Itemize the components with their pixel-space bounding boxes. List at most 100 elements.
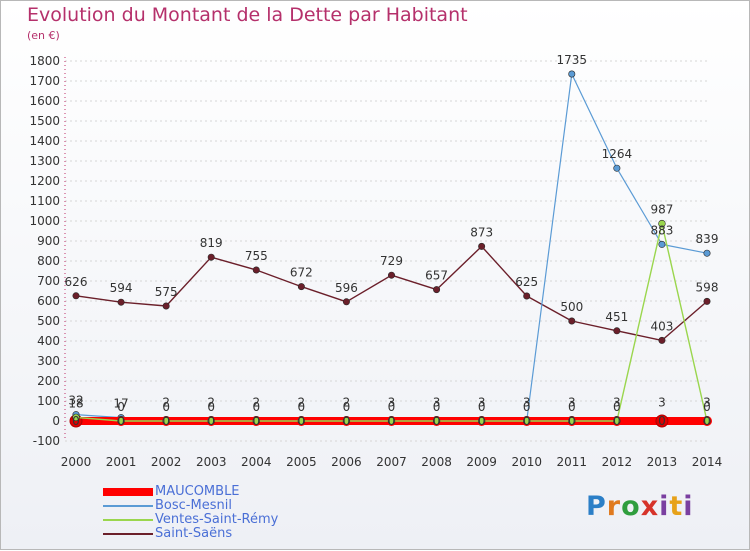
bosc-mesnil-value-label: 1735 (557, 53, 588, 67)
y-tick-label: 100 (37, 394, 60, 408)
bosc-mesnil-point (658, 240, 666, 248)
maucomble-value-label: 0 (252, 414, 260, 428)
saint-saens-point (523, 292, 531, 300)
saint-saens-value-label: 729 (380, 254, 403, 268)
ventes-saint-remy-value-label: 0 (343, 400, 351, 414)
series-value-label: 2 (298, 396, 306, 410)
legend-label-ventes-saint-remy: Ventes-Saint-Rémy (155, 512, 279, 527)
maucomble-value-label: 0 (478, 414, 486, 428)
ventes-saint-remy-point (387, 417, 396, 425)
ventes-saint-remy-point (477, 417, 486, 425)
ventes-saint-remy-value-label: 0 (433, 400, 441, 414)
saint-saens-point (297, 283, 305, 291)
y-tick-label: 1500 (29, 114, 60, 128)
legend-label-maucomble: MAUCOMBLE (155, 484, 240, 499)
ventes-saint-remy-value-label: 0 (568, 400, 576, 414)
ventes-saint-remy-value-label: 0 (478, 400, 486, 414)
bosc-mesnil-value-label: 32 (68, 394, 83, 408)
saint-saens-value-label: 403 (650, 319, 673, 333)
maucomble-value-label: 0 (162, 414, 170, 428)
y-tick-label: 1100 (29, 194, 60, 208)
bosc-mesnil-value-label: 1264 (602, 147, 633, 161)
series-value-label: 3 (388, 395, 396, 409)
ventes-saint-remy-value-label: 0 (523, 400, 531, 414)
y-tick-label: 700 (37, 274, 60, 288)
x-tick-label: 2000 (61, 455, 92, 469)
saint-saens-point (433, 286, 441, 294)
saint-saens-value-label: 575 (155, 285, 178, 299)
proxiti-logo: Proxiti (586, 491, 694, 522)
bosc-mesnil-value-label: 839 (696, 232, 719, 246)
saint-saens-point (703, 297, 711, 305)
saint-saens-value-label: 755 (245, 249, 268, 263)
saint-saens-point (658, 336, 666, 344)
maucomble-value-label: 0 (72, 414, 80, 428)
chart-subtitle: (en €) (27, 29, 60, 42)
x-tick-label: 2014 (692, 455, 723, 469)
saint-saens-point (478, 242, 486, 250)
legend-swatch-saint-saens (103, 533, 153, 535)
legend-swatch-maucomble (103, 488, 153, 496)
maucomble-value-label: 0 (117, 414, 125, 428)
ventes-saint-remy-value-label: 0 (703, 400, 711, 414)
series-value-label: 3 (478, 395, 486, 409)
x-tick-label: 2006 (331, 455, 362, 469)
y-tick-label: 500 (37, 314, 60, 328)
series-value-label: 2 (252, 396, 260, 410)
saint-saens-value-label: 598 (696, 280, 719, 294)
series-value-label: 3 (568, 395, 576, 409)
y-tick-label: 0 (52, 414, 60, 428)
ventes-saint-remy-point (297, 417, 306, 425)
saint-saens-point (387, 271, 395, 279)
ventes-saint-remy-value-label: 987 (650, 203, 673, 217)
bosc-mesnil-value-label: 883 (650, 223, 673, 237)
saint-saens-value-label: 657 (425, 269, 448, 283)
maucomble-value-label: 0 (658, 414, 666, 428)
ventes-saint-remy-value-label: 0 (117, 400, 125, 414)
maucomble-value-label: 0 (388, 414, 396, 428)
saint-saens-point (342, 298, 350, 306)
ventes-saint-remy-value-label: 0 (298, 400, 306, 414)
ventes-saint-remy-point (252, 417, 260, 425)
ventes-saint-remy-value-label: 0 (162, 400, 170, 414)
saint-saens-value-label: 819 (200, 236, 223, 250)
saint-saens-point (162, 302, 170, 310)
maucomble-value-label: 0 (343, 414, 351, 428)
saint-saens-value-label: 594 (110, 281, 133, 295)
ventes-saint-remy-point (72, 413, 80, 422)
y-tick-label: 1800 (29, 54, 60, 68)
y-tick-label: 900 (37, 234, 60, 248)
saint-saens-point (568, 317, 576, 325)
legend-label-bosc-mesnil: Bosc-Mesnil (155, 498, 232, 513)
x-tick-label: 2012 (602, 455, 633, 469)
maucomble-value-label: 0 (298, 414, 306, 428)
bosc-mesnil-point (568, 70, 576, 78)
maucomble-highlight (655, 414, 669, 428)
y-tick-label: 1300 (29, 154, 60, 168)
y-tick-label: 1000 (29, 214, 60, 228)
series-value-label: 2 (162, 396, 170, 410)
legend-label-saint-saens: Saint-Saëns (155, 526, 233, 541)
x-tick-label: 2003 (196, 455, 227, 469)
maucomble-value-label: 0 (568, 414, 576, 428)
ventes-saint-remy-value-label: 0 (252, 400, 260, 414)
y-tick-label: 300 (37, 354, 60, 368)
ventes-saint-remy-value-label: 0 (207, 400, 215, 414)
maucomble-value-label: 0 (613, 414, 621, 428)
y-tick-label: 400 (37, 334, 60, 348)
ventes-saint-remy-point (207, 417, 215, 425)
x-tick-label: 2005 (286, 455, 317, 469)
x-tick-label: 2002 (151, 455, 182, 469)
ventes-saint-remy-point (613, 417, 621, 425)
saint-saens-point (613, 327, 621, 335)
bosc-mesnil-value-label: 17 (113, 397, 128, 411)
ventes-saint-remy-point (432, 417, 441, 425)
saint-saens-point (72, 292, 80, 300)
x-tick-label: 2008 (421, 455, 452, 469)
x-tick-label: 2007 (376, 455, 407, 469)
legend-swatch-ventes-saint-remy (103, 519, 153, 521)
x-tick-label: 2010 (511, 455, 542, 469)
x-tick-label: 2001 (106, 455, 137, 469)
x-tick-label: 2011 (557, 455, 588, 469)
